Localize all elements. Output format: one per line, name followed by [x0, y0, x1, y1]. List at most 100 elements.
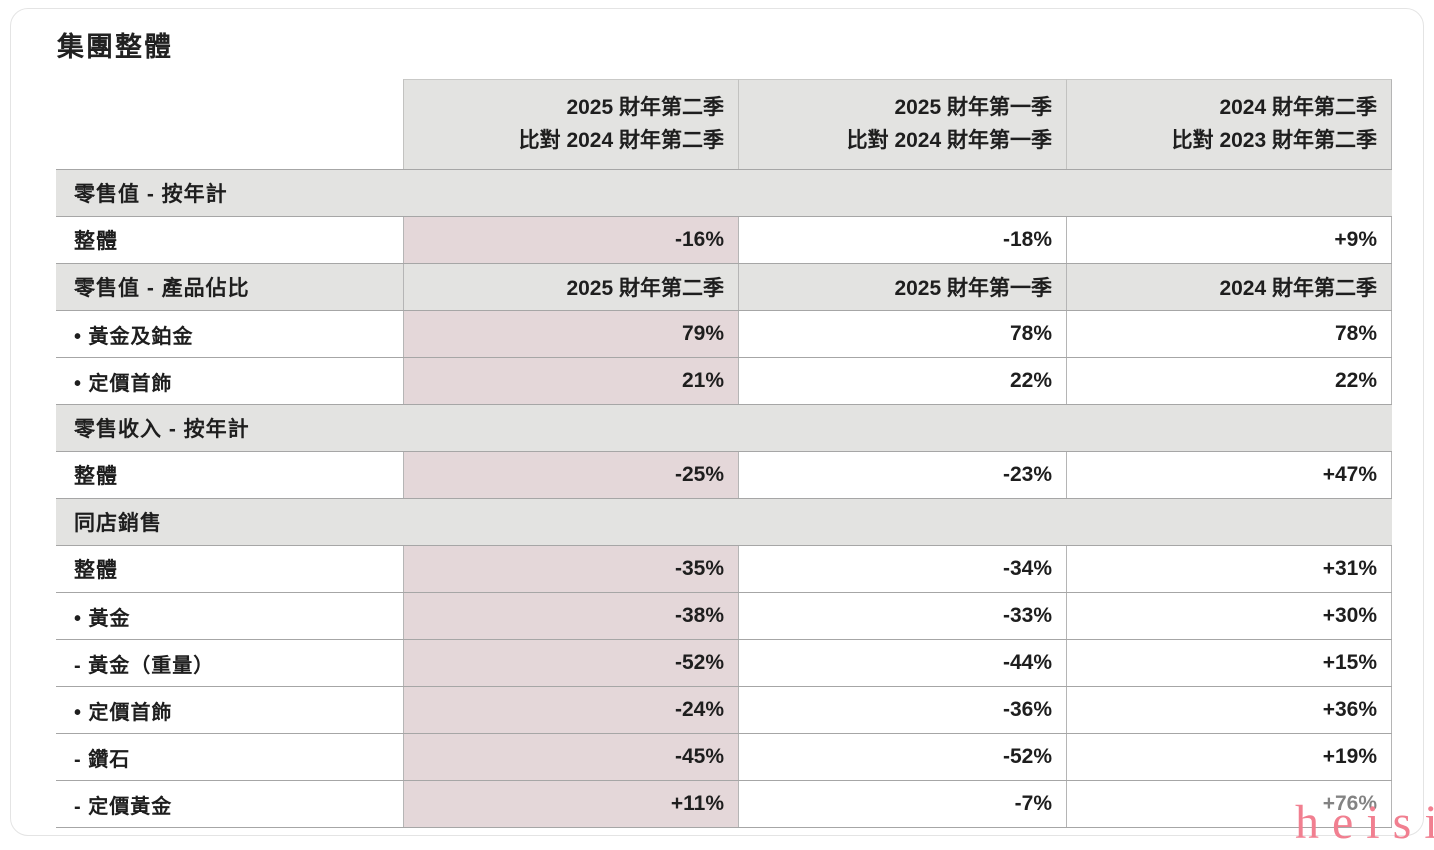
value: -23% [1002, 463, 1052, 486]
value-cell: +15% [1066, 640, 1392, 686]
value-cell: +76% [1066, 781, 1392, 827]
value: +36% [1322, 698, 1377, 721]
value: 22% [1334, 369, 1377, 392]
header-comparison: 比對 2024 財年第二季 [518, 128, 724, 152]
value: 2025 財年第一季 [894, 277, 1052, 300]
value: -24% [674, 698, 724, 721]
row-label: 整體 [74, 465, 118, 488]
value-cell: -33% [738, 593, 1066, 639]
value-cell: 21% [403, 358, 738, 404]
value-cell: +30% [1066, 593, 1392, 639]
section-label: 零售收入 - 按年計 [74, 418, 250, 441]
header-comparison: 比對 2023 財年第二季 [1171, 128, 1377, 152]
value-cell: -38% [403, 593, 738, 639]
value-cell: +36% [1066, 687, 1392, 733]
table-header-row: 2025 財年第二季 比對 2024 財年第二季 2025 財年第一季 比對 2… [56, 79, 1392, 169]
table-row: 整體 -16% -18% +9% [56, 216, 1392, 263]
value: +31% [1322, 557, 1377, 580]
value-cell: +19% [1066, 734, 1392, 780]
section-label: 零售值 - 按年計 [74, 183, 228, 206]
row-label: 零售值 - 產品佔比 [74, 277, 250, 300]
value: -38% [674, 604, 724, 627]
value: +30% [1322, 604, 1377, 627]
value: 2024 財年第二季 [1219, 277, 1377, 300]
table-row: - 定價黃金 +11% -7% +76% [56, 780, 1392, 827]
table-row: 整體 -25% -23% +47% [56, 451, 1392, 498]
value: -34% [1002, 557, 1052, 580]
value-cell: 22% [738, 358, 1066, 404]
value: +15% [1322, 651, 1377, 674]
header-period: 2024 財年第二季 [1219, 96, 1377, 120]
row-label: 整體 [74, 559, 118, 582]
value-cell: -25% [403, 452, 738, 498]
row-label-cell: 整體 [56, 546, 403, 592]
table-row: • 黃金 -38% -33% +30% [56, 592, 1392, 639]
table-row: • 定價首飾 -24% -36% +36% [56, 686, 1392, 733]
value-cell: -18% [738, 217, 1066, 263]
value-cell: 2025 財年第一季 [738, 264, 1066, 310]
row-label-cell: • 黃金 [56, 593, 403, 639]
value: +76% [1322, 792, 1377, 815]
value: -7% [1014, 792, 1052, 815]
row-label-cell: - 定價黃金 [56, 781, 403, 827]
value: +9% [1334, 228, 1377, 251]
value: +19% [1322, 745, 1377, 768]
value-cell: 22% [1066, 358, 1392, 404]
value-cell: +11% [403, 781, 738, 827]
section-row: 零售值 - 按年計 [56, 169, 1392, 216]
value: -18% [1002, 228, 1052, 251]
value-cell: -45% [403, 734, 738, 780]
row-label: • 黃金 [74, 607, 131, 630]
row-label-cell: • 定價首飾 [56, 358, 403, 404]
value-cell: 79% [403, 311, 738, 357]
section-values-row: 零售值 - 產品佔比 2025 財年第二季 2025 財年第一季 2024 財年第二季 [56, 263, 1392, 310]
value: -52% [674, 651, 724, 674]
section-label: 同店銷售 [74, 512, 162, 535]
row-label: • 定價首飾 [74, 701, 173, 724]
value: 78% [1009, 322, 1052, 345]
row-label-cell: 整體 [56, 452, 403, 498]
row-label-cell: • 定價首飾 [56, 687, 403, 733]
row-label-cell: 零售值 - 產品佔比 [56, 264, 403, 310]
section-label-cell: 同店銷售 [56, 499, 1392, 545]
value: 22% [1009, 369, 1052, 392]
report-card: 集團整體 2025 財年第二季 比對 2024 財年第二季 2025 財年第一季… [10, 8, 1434, 849]
value: -45% [674, 745, 724, 768]
value-cell: -35% [403, 546, 738, 592]
table-row: 整體 -35% -34% +31% [56, 545, 1392, 592]
row-label-cell: - 鑽石 [56, 734, 403, 780]
value: 79% [681, 322, 724, 345]
row-label: 整體 [74, 230, 118, 253]
row-label: • 定價首飾 [74, 372, 173, 395]
value-cell: -52% [403, 640, 738, 686]
value-cell: 78% [1066, 311, 1392, 357]
value-cell: 2024 財年第二季 [1066, 264, 1392, 310]
header-empty-cell [56, 79, 403, 169]
row-label: - 定價黃金 [74, 795, 173, 818]
row-label-cell: - 黃金（重量） [56, 640, 403, 686]
value-cell: -44% [738, 640, 1066, 686]
value-cell: +47% [1066, 452, 1392, 498]
page-title: 集團整體 [57, 32, 173, 62]
value-cell: +9% [1066, 217, 1392, 263]
value: -33% [1002, 604, 1052, 627]
value: -44% [1002, 651, 1052, 674]
value: 21% [681, 369, 724, 392]
header-period: 2025 財年第二季 [566, 96, 724, 120]
value: -25% [674, 463, 724, 486]
value: 78% [1334, 322, 1377, 345]
table-body: 零售值 - 按年計 整體 -16% -18% +9% 零售值 - 產品佔比 2025 財年第… [56, 169, 1392, 827]
value: -36% [1002, 698, 1052, 721]
value: -35% [674, 557, 724, 580]
row-label-cell: 整體 [56, 217, 403, 263]
value-cell: +31% [1066, 546, 1392, 592]
value: -52% [1002, 745, 1052, 768]
header-col-q2fy2025: 2025 財年第二季 比對 2024 財年第二季 [403, 79, 738, 169]
row-label: - 黃金（重量） [74, 654, 215, 677]
value-cell: -36% [738, 687, 1066, 733]
value: +47% [1322, 463, 1377, 486]
section-label-cell: 零售值 - 按年計 [56, 170, 1392, 216]
table-row: - 黃金（重量） -52% -44% +15% [56, 639, 1392, 686]
section-row: 同店銷售 [56, 498, 1392, 545]
value: 2025 財年第二季 [566, 277, 724, 300]
